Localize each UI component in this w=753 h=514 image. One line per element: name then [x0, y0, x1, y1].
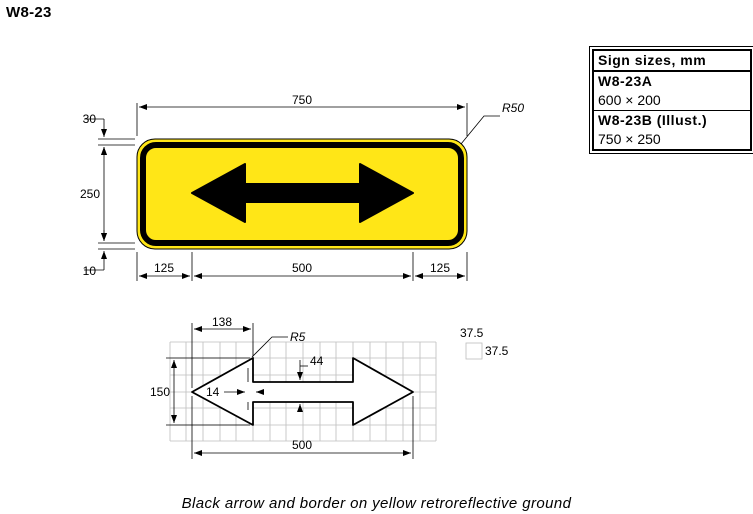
dim-right-offset: 125 [429, 261, 451, 275]
dim-top-margin: 30 [82, 112, 96, 126]
table-row-name: W8-23A [594, 70, 750, 91]
dim-grid-cell-width: 37.5 [460, 326, 484, 340]
arrow-outline [191, 357, 414, 426]
dim-corner-radius: R50 [502, 101, 525, 115]
dim-bottom-margin: 10 [82, 264, 96, 278]
dim-overall-width: 750 [291, 93, 313, 107]
dim-grid-cell-height: 37.5 [485, 344, 509, 358]
dim-arrow-length: 500 [291, 261, 313, 275]
caption: Black arrow and border on yellow retrore… [181, 495, 572, 512]
grid-cell-sample [465, 342, 483, 360]
sign-face [136, 138, 468, 250]
table-title: Sign sizes, mm [598, 52, 707, 68]
dim-total-length: 500 [291, 438, 313, 452]
dim-shaft-width: 44 [310, 354, 324, 368]
table-row-size: 600 × 200 [598, 92, 661, 108]
dim-head-length: 138 [211, 315, 233, 329]
dim-shaft-offset: 14 [206, 385, 220, 399]
dim-left-offset: 125 [153, 261, 175, 275]
double-arrow-symbol [191, 163, 414, 223]
dim-head-height: 150 [149, 385, 170, 399]
dim-tip-radius: R5 [290, 330, 306, 344]
detail-dimension-lines [166, 323, 414, 459]
table-row-size: 750 × 250 [598, 131, 661, 147]
sign-id: W8-23 [6, 4, 52, 21]
dim-height: 250 [79, 187, 100, 201]
top-dimension-lines [84, 103, 500, 281]
sign-sizes-table: Sign sizes, mm W8-23A 600 × 200 W8-23B (… [589, 46, 753, 154]
table-row-name: W8-23B (Illust.) [594, 110, 750, 130]
